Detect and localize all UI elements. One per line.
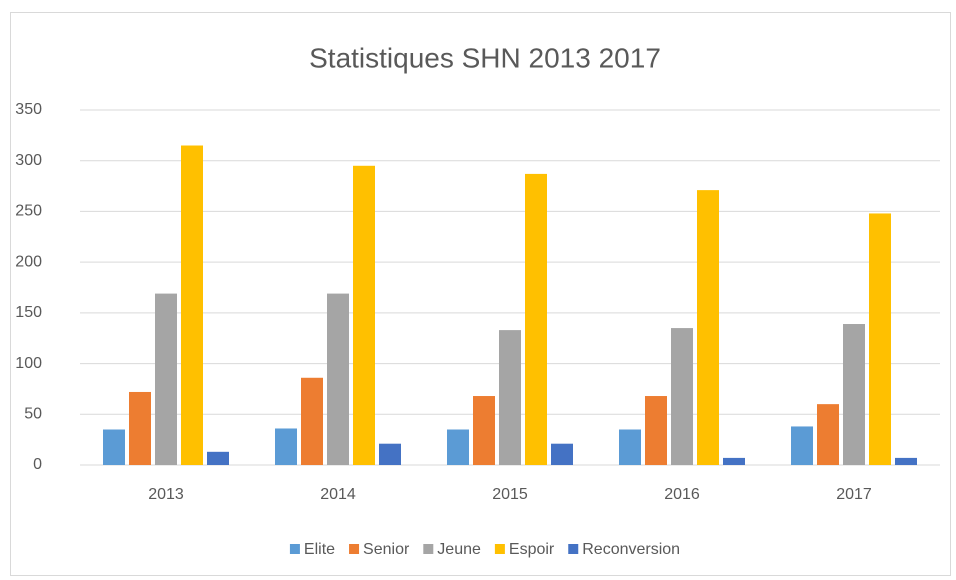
x-tick-label: 2014 [320,486,356,503]
bar [181,145,203,465]
x-tick-label: 2015 [492,486,528,503]
legend-swatch [289,544,300,554]
bar [791,426,813,465]
legend-label: Senior [363,541,410,558]
y-tick-label: 50 [24,406,42,423]
bar [525,173,547,465]
bar [619,429,641,465]
y-tick-label: 100 [15,355,42,372]
y-tick-label: 350 [15,101,42,118]
legend-label: Espoir [509,541,555,558]
bar [129,391,151,465]
legend-swatch [349,544,360,554]
bar [207,451,229,465]
y-tick-label: 150 [15,304,42,321]
bar [551,443,573,465]
chart-title: Statistiques SHN 2013 2017 [309,42,661,73]
bar [103,429,125,465]
bar [895,457,917,465]
bar [645,396,667,465]
x-tick-label: 2017 [836,486,872,503]
bar [499,330,521,465]
legend-label: Reconversion [582,541,680,558]
legend-swatch [568,544,579,554]
legend-label: Elite [304,541,335,558]
bar [473,396,495,465]
bar [671,328,693,465]
legend-label: Jeune [437,541,481,558]
y-tick-label: 200 [15,253,42,270]
bar [697,190,719,465]
bar [379,443,401,465]
bar [155,293,177,465]
bar [275,428,297,465]
x-tick-label: 2016 [664,486,700,503]
bar [869,213,891,465]
y-tick-label: 0 [33,456,42,473]
x-tick-label: 2013 [148,486,184,503]
bar [723,457,745,465]
y-tick-label: 250 [15,203,42,220]
bar [301,377,323,465]
y-tick-label: 300 [15,152,42,169]
bar [327,293,349,465]
legend-swatch [494,544,505,554]
bar [817,404,839,465]
bar [843,324,865,465]
bar [353,165,375,466]
bar [447,429,469,465]
legend-swatch [423,544,434,554]
